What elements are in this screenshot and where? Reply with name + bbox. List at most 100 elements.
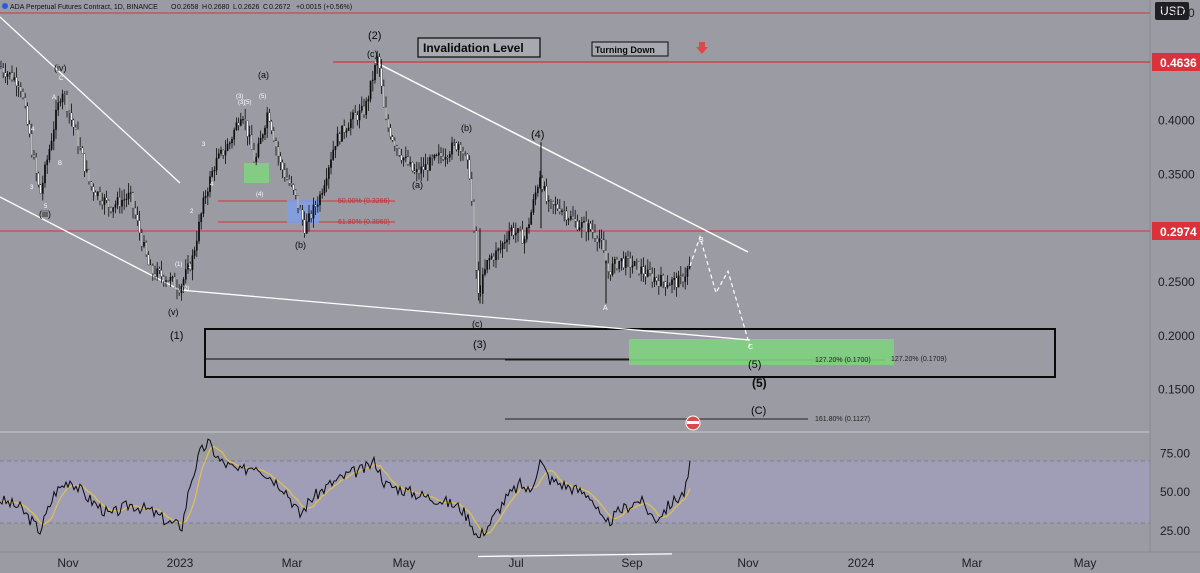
candle-body-553 bbox=[552, 201, 555, 205]
wave-n4: (4) bbox=[256, 192, 263, 198]
wave-n3b: (3) bbox=[236, 94, 243, 100]
candle-body-135 bbox=[134, 207, 137, 215]
candle-body-668 bbox=[666, 285, 669, 288]
price-tick-2: 0.4000 bbox=[1158, 114, 1195, 128]
candle-body-432 bbox=[431, 157, 434, 159]
candle-body-536 bbox=[534, 192, 537, 200]
price-tick-6: 0.1500 bbox=[1158, 383, 1195, 397]
candle-body-362 bbox=[360, 105, 363, 111]
header-close-val: 0.2672 bbox=[269, 4, 291, 11]
candle-body-186 bbox=[184, 269, 187, 280]
candle-body-514 bbox=[512, 227, 515, 236]
lower-wedge-line bbox=[179, 289, 751, 341]
wave-n5: (5) bbox=[244, 100, 251, 106]
candle-body-569 bbox=[567, 219, 570, 221]
wave-C1: C bbox=[59, 76, 64, 82]
candle-body-96 bbox=[94, 192, 97, 197]
candle-body-610 bbox=[609, 271, 612, 275]
candle-body-313 bbox=[312, 204, 315, 219]
candle-body-428 bbox=[426, 163, 429, 171]
candle-body-34 bbox=[33, 154, 35, 158]
candle-body-247 bbox=[246, 120, 249, 137]
candle-body-615 bbox=[613, 259, 616, 264]
candle-body-516 bbox=[514, 232, 517, 236]
wave-b-low: (b) bbox=[295, 240, 306, 250]
lower-wedge-line-left bbox=[0, 196, 181, 291]
candle-body-518 bbox=[517, 228, 519, 233]
candle-body-489 bbox=[488, 258, 491, 261]
wave-b-mid: (b) bbox=[461, 123, 472, 133]
candle-body-100 bbox=[99, 191, 101, 202]
candle-body-397 bbox=[396, 145, 398, 149]
currency-badge[interactable] bbox=[1155, 2, 1189, 20]
candle-body-67 bbox=[66, 94, 68, 112]
candle-body-133 bbox=[132, 192, 134, 209]
candle-body-355 bbox=[354, 112, 357, 115]
candle-body-175 bbox=[173, 276, 176, 288]
candle-body-628 bbox=[627, 256, 629, 259]
candle-body-573 bbox=[572, 216, 574, 219]
candle-body-199 bbox=[198, 221, 200, 242]
candle-body-19 bbox=[17, 85, 20, 87]
candle-body-80 bbox=[79, 146, 82, 149]
price-axis[interactable] bbox=[1150, 0, 1200, 552]
wave-s4: 4 bbox=[31, 127, 35, 133]
candle-body-269 bbox=[268, 112, 271, 122]
green-zone-small bbox=[244, 163, 269, 183]
candle-body-395 bbox=[393, 140, 396, 147]
candle-body-43 bbox=[41, 182, 44, 194]
candle-body-443 bbox=[442, 155, 445, 160]
candle-body-654 bbox=[653, 277, 656, 283]
wave-2: (2) bbox=[368, 30, 381, 42]
candle-body-179 bbox=[178, 289, 181, 294]
candle-body-294 bbox=[292, 184, 295, 191]
candle-body-522 bbox=[521, 229, 524, 244]
candle-body-113 bbox=[112, 207, 115, 212]
candle-body-379 bbox=[378, 56, 381, 69]
candle-body-643 bbox=[642, 266, 645, 274]
candle-body-155 bbox=[154, 273, 156, 277]
fib-1618-label: 161.80% (0.1127) bbox=[815, 416, 870, 423]
wave-5a: (5) bbox=[748, 359, 761, 371]
candle-body-285 bbox=[283, 169, 286, 178]
wave-C2: C bbox=[748, 344, 753, 351]
candle-body-331 bbox=[330, 159, 332, 168]
time-axis[interactable] bbox=[0, 552, 1200, 573]
candle-body-670 bbox=[668, 284, 671, 286]
wave-s3: 3 bbox=[30, 185, 34, 191]
candle-body-190 bbox=[189, 263, 192, 271]
candle-body-439 bbox=[437, 152, 440, 156]
candle-body-184 bbox=[182, 279, 185, 287]
candle-body-511 bbox=[510, 227, 513, 232]
candle-body-225 bbox=[224, 150, 227, 156]
price-tag-0.2974-label: 0.2974 bbox=[1160, 225, 1197, 239]
candle-body-593 bbox=[591, 229, 594, 233]
candle-body-599 bbox=[598, 238, 601, 243]
candle-body-52 bbox=[50, 140, 53, 150]
header-low-val: 0.2626 bbox=[238, 4, 260, 11]
candle-body-401 bbox=[400, 155, 403, 161]
candle-body-463 bbox=[462, 150, 464, 154]
candle-body-252 bbox=[250, 134, 253, 150]
candle-body-406 bbox=[404, 156, 407, 159]
candle-body-333 bbox=[332, 149, 335, 160]
candle-body-520 bbox=[519, 228, 522, 230]
wave-4: (4) bbox=[531, 129, 544, 141]
candle-body-32 bbox=[30, 133, 33, 156]
candle-body-580 bbox=[578, 227, 581, 230]
candle-body-626 bbox=[624, 256, 627, 268]
fib-1272b-label: 127.20% (0.1709) bbox=[891, 356, 947, 363]
fib-1272a-label: 127.20% (0.1700) bbox=[815, 357, 871, 364]
candle-body-126 bbox=[125, 198, 128, 200]
candle-body-243 bbox=[242, 119, 244, 121]
wave-5b: (5) bbox=[752, 376, 767, 390]
candle-body-683 bbox=[682, 275, 684, 282]
candle-body-118 bbox=[116, 197, 119, 205]
candle-body-602 bbox=[600, 238, 603, 240]
candle-body-558 bbox=[556, 204, 559, 209]
rsi-tick-2: 25.00 bbox=[1160, 524, 1190, 538]
candle-body-287 bbox=[286, 176, 288, 180]
candle-body-338 bbox=[336, 133, 339, 147]
candle-body-120 bbox=[118, 197, 121, 207]
